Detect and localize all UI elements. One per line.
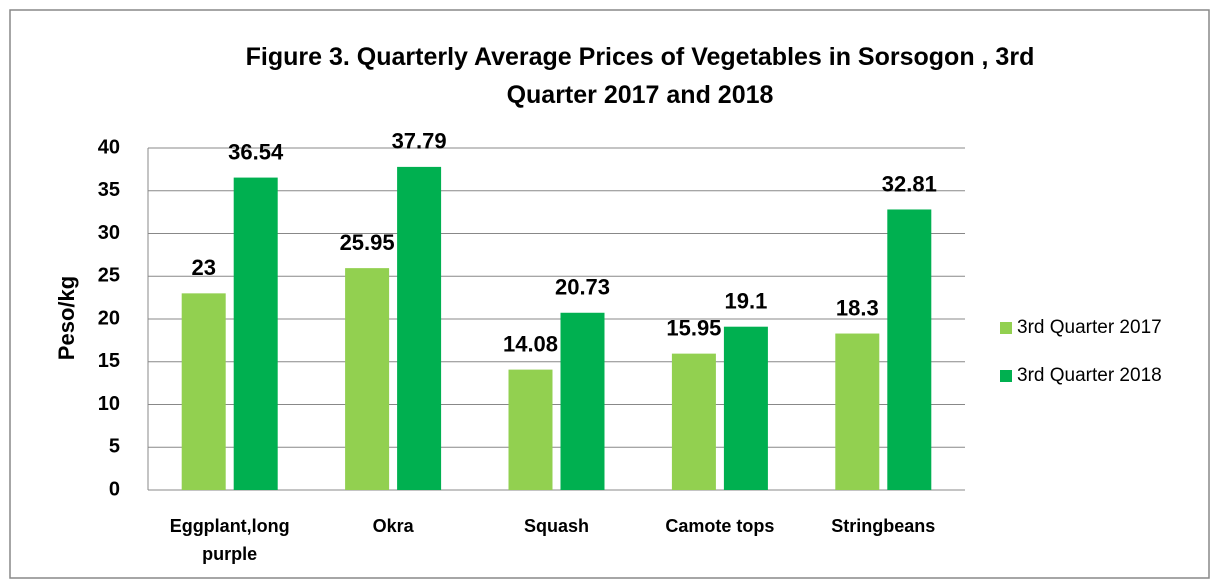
x-tick-label: Okra — [372, 516, 414, 536]
chart-title: Figure 3. Quarterly Average Prices of Ve… — [245, 43, 1035, 109]
bar — [397, 166, 442, 490]
y-tick-label: 30 — [98, 222, 120, 244]
bar — [181, 293, 226, 490]
bar — [835, 333, 880, 490]
x-tick-label: Stringbeans — [831, 516, 936, 536]
bar — [671, 353, 716, 490]
y-tick-label: 20 — [98, 307, 120, 329]
legend-swatch — [1000, 322, 1012, 334]
bar — [723, 326, 768, 490]
data-label: 37.79 — [392, 129, 447, 154]
y-tick-label: 40 — [98, 136, 120, 158]
bar — [345, 268, 390, 490]
legend-label: 3rd Quarter 2018 — [1017, 365, 1162, 386]
y-tick-label: 35 — [98, 179, 120, 201]
y-tick-label: 5 — [109, 436, 120, 458]
bar — [508, 369, 553, 490]
data-label: 14.08 — [503, 331, 558, 356]
y-axis-label: Peso/kg — [54, 276, 79, 360]
data-label: 23 — [191, 255, 215, 280]
data-label: 15.95 — [666, 315, 721, 340]
y-tick-label: 25 — [98, 265, 120, 287]
chart-border — [9, 9, 1210, 579]
x-tick-label: Squash — [523, 516, 589, 536]
y-tick-label: 10 — [98, 393, 120, 415]
bar — [887, 209, 932, 491]
y-tick-label: 0 — [109, 478, 120, 500]
data-label: 20.73 — [555, 275, 610, 300]
data-label: 32.81 — [882, 171, 937, 196]
data-label: 36.54 — [228, 139, 284, 164]
x-tick-label: Camote tops — [665, 516, 775, 536]
data-label: 19.1 — [724, 289, 767, 314]
bar — [560, 312, 605, 490]
bar — [233, 177, 278, 490]
legend-swatch — [1000, 370, 1012, 382]
legend-label: 3rd Quarter 2017 — [1017, 317, 1162, 338]
data-label: 18.3 — [836, 295, 879, 320]
data-label: 25.95 — [340, 230, 395, 255]
x-tick-label: Eggplant,long purple — [169, 516, 290, 564]
y-tick-label: 15 — [98, 350, 120, 372]
